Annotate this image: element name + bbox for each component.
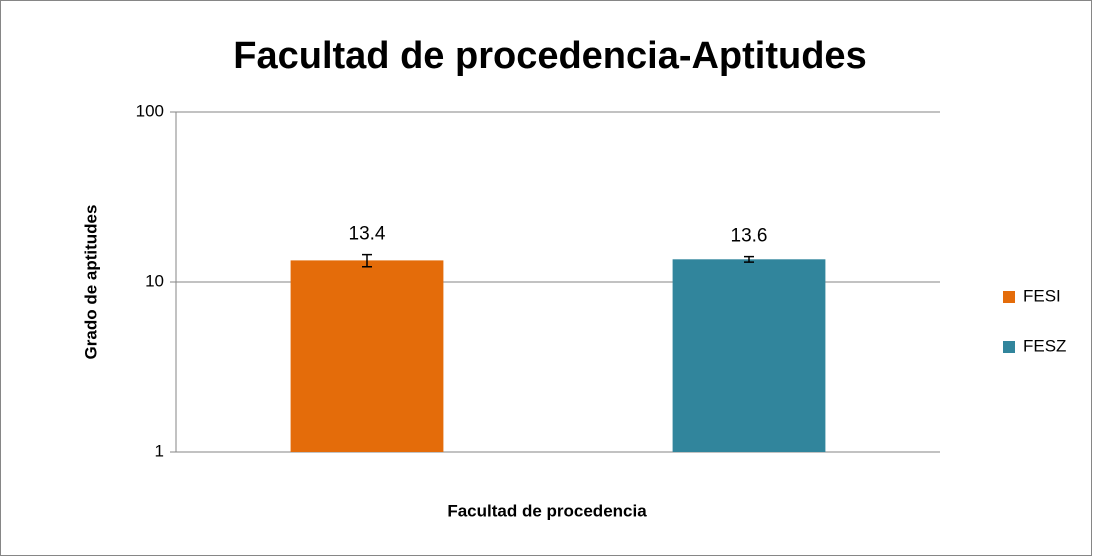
- data-label: 13.6: [731, 226, 768, 247]
- error-bar: [362, 253, 372, 268]
- error-bar: [744, 255, 754, 263]
- data-label: 13.4: [349, 224, 386, 245]
- y-tick-label: 100: [136, 101, 164, 120]
- bar: [672, 259, 826, 452]
- y-axis-title: Grado de aptitudes: [81, 205, 100, 360]
- legend-swatch: [1003, 291, 1015, 303]
- legend-label: FESZ: [1023, 336, 1066, 355]
- legend-swatch: [1003, 341, 1015, 353]
- bar: [290, 260, 444, 452]
- chart-title: Facultad de procedencia-Aptitudes: [233, 35, 866, 77]
- legend-label: FESI: [1023, 286, 1061, 305]
- x-axis-title: Facultad de procedencia: [447, 501, 647, 520]
- y-tick-label: 10: [145, 271, 164, 290]
- y-tick-label: 1: [155, 441, 164, 460]
